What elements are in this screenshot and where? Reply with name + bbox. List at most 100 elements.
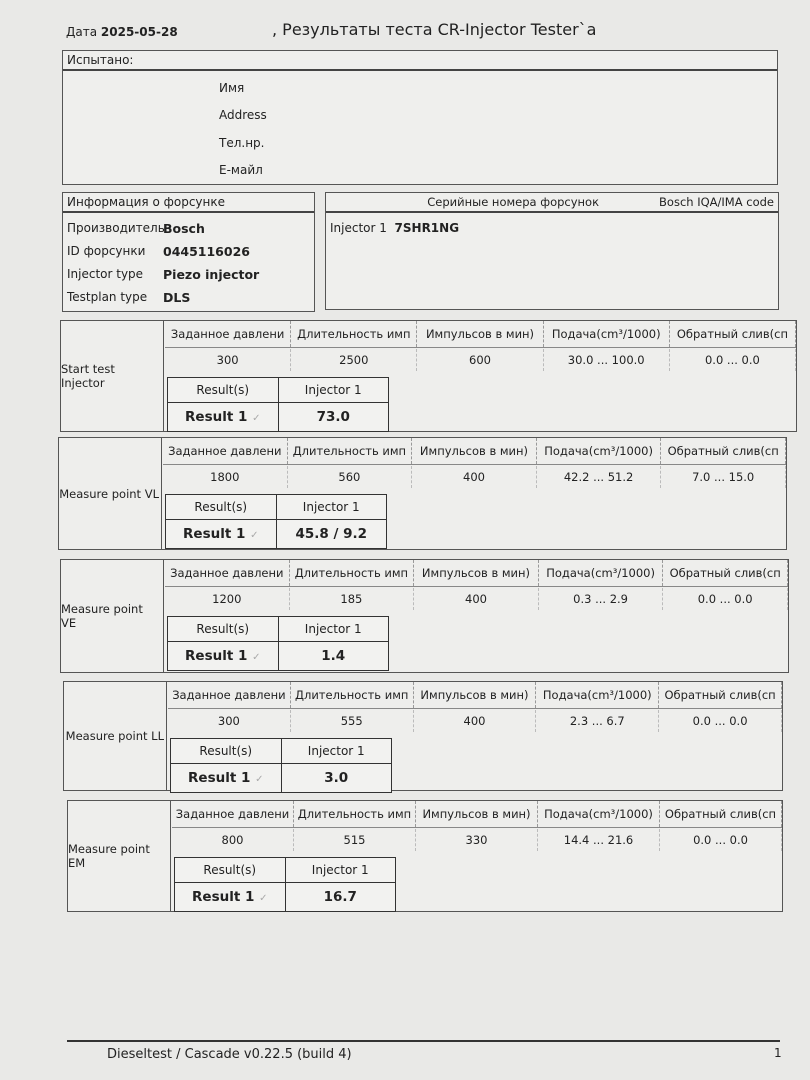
parameter-value: 0.0 ... 0.0	[670, 349, 797, 371]
parameter-value: 400	[414, 588, 539, 610]
email-field-label: E-майл	[219, 163, 263, 177]
result-label: Result 1 ✓	[165, 519, 277, 549]
result-value: 1.4	[277, 641, 389, 671]
parameter-value: 400	[412, 466, 537, 488]
parameter-value: 30.0 ... 100.0	[544, 349, 670, 371]
parameter-value: 0.0 ... 0.0	[663, 588, 788, 610]
code-heading: Bosch IQA/IMA code	[659, 195, 774, 209]
page-title: , Результаты теста CR-Injector Tester`a	[272, 20, 597, 39]
injector-info-heading: Информация о форсунке	[63, 193, 314, 213]
info-value: 0445116026	[163, 244, 250, 259]
date-value: 2025-05-28	[100, 25, 178, 39]
result-label: Result 1 ✓	[167, 641, 279, 671]
column-header: Заданное давлени	[165, 560, 290, 586]
parameter-value: 600	[417, 349, 544, 371]
result-value: 73.0	[277, 402, 389, 432]
column-header: Подача(cm³/1000)	[539, 560, 664, 586]
result-header: Result(s)	[170, 738, 282, 764]
column-header: Подача(cm³/1000)	[537, 438, 662, 464]
test-section-3: Measure point LL Заданное давлени Длительн…	[63, 681, 783, 793]
result-table: Result(s) Injector 1 Result 1 ✓ 16.7	[174, 857, 396, 912]
tested-box: Испытано: Имя Address Тел.нр. E-майл	[62, 50, 778, 185]
info-label: ID форсунки	[67, 244, 146, 258]
test-section-0: Start test Injector Заданное давлени Длите…	[60, 320, 797, 432]
parameter-value: 0.3 ... 2.9	[539, 588, 664, 610]
parameter-value: 42.2 ... 51.2	[537, 466, 662, 488]
result-table: Result(s) Injector 1 Result 1 ✓ 73.0	[167, 377, 389, 432]
result-header: Result(s)	[167, 377, 279, 403]
result-header: Result(s)	[174, 857, 286, 883]
column-header: Обратный слив(cп	[660, 801, 782, 827]
parameter-value: 330	[416, 829, 538, 851]
result-table: Result(s) Injector 1 Result 1 ✓ 3.0	[170, 738, 392, 793]
parameter-value: 400	[414, 710, 537, 732]
check-icon: ✓	[259, 893, 268, 904]
result-value: 16.7	[284, 882, 396, 912]
column-header: Обратный слив(cп	[659, 682, 782, 708]
serial-injector-code: 7SHR1NG	[394, 221, 460, 235]
injector-header: Injector 1	[277, 616, 389, 642]
name-field-label: Имя	[219, 81, 245, 95]
column-header: Длительность имп	[294, 801, 416, 827]
info-value: Piezo injector	[163, 267, 260, 282]
parameter-value: 800	[172, 829, 294, 851]
column-header: Заданное давлени	[163, 438, 288, 464]
result-value: 3.0	[280, 763, 392, 793]
test-name: Measure point VL	[59, 438, 162, 549]
column-header: Импульсов в мин)	[414, 682, 537, 708]
column-header: Заданное давлени	[168, 682, 291, 708]
column-header: Обратный слив(cп	[670, 321, 797, 347]
parameter-value: 560	[288, 466, 413, 488]
serials-box: Серийные номера форсунок Bosch IQA/IMA c…	[325, 192, 779, 310]
info-label: Производитель	[67, 221, 165, 235]
injector-header: Injector 1	[284, 857, 396, 883]
parameter-value: 7.0 ... 15.0	[661, 466, 786, 488]
parameter-headers: Заданное давлени Длительность имп Импульсо…	[172, 801, 782, 828]
software-version: Dieseltest / Cascade v0.22.5 (build 4)	[107, 1047, 352, 1062]
injector-header: Injector 1	[275, 494, 387, 520]
phone-field-label: Тел.нр.	[219, 136, 265, 150]
column-header: Обратный слив(cп	[661, 438, 786, 464]
parameter-headers: Заданное давлени Длительность имп Импульсо…	[163, 438, 786, 465]
result-label-text: Result 1	[185, 648, 248, 664]
column-header: Длительность имп	[290, 560, 415, 586]
result-label-text: Result 1	[183, 526, 246, 542]
column-header: Импульсов в мин)	[412, 438, 537, 464]
address-field-label: Address	[219, 108, 267, 122]
test-name: Measure point EM	[68, 801, 171, 911]
result-label-text: Result 1	[185, 409, 248, 425]
parameter-value: 1200	[165, 588, 290, 610]
result-label: Result 1 ✓	[167, 402, 279, 432]
serials-heading: Серийные номера форсунок	[427, 195, 600, 209]
parameter-headers: Заданное давлени Длительность имп Импульсо…	[165, 560, 788, 587]
column-header: Импульсов в мин)	[416, 801, 538, 827]
footer-divider	[67, 1040, 780, 1042]
check-icon: ✓	[252, 652, 261, 663]
page-number: 1	[774, 1046, 782, 1060]
parameter-headers: Заданное давлени Длительность имп Импульсо…	[165, 321, 797, 348]
test-section-2: Measure point VE Заданное давлени Длительн…	[60, 559, 789, 673]
result-label-text: Result 1	[188, 770, 251, 786]
date: Дата 2025-05-28	[66, 25, 178, 39]
parameter-values: 800 515 330 14.4 ... 21.6 0.0 ... 0.0	[172, 829, 782, 851]
parameter-headers: Заданное давлени Длительность имп Импульсо…	[168, 682, 782, 709]
parameter-value: 0.0 ... 0.0	[660, 829, 782, 851]
result-label: Result 1 ✓	[174, 882, 286, 912]
column-header: Подача(cm³/1000)	[538, 801, 660, 827]
info-value: Bosch	[163, 221, 205, 236]
parameter-values: 1200 185 400 0.3 ... 2.9 0.0 ... 0.0	[165, 588, 788, 610]
column-header: Подача(cm³/1000)	[544, 321, 670, 347]
result-table: Result(s) Injector 1 Result 1 ✓ 45.8 / 9.2	[165, 494, 387, 549]
result-header: Result(s)	[165, 494, 277, 520]
parameter-value: 300	[168, 710, 291, 732]
info-label: Injector type	[67, 267, 144, 281]
column-header: Заданное давлени	[172, 801, 294, 827]
result-header: Result(s)	[167, 616, 279, 642]
column-header: Длительность имп	[291, 321, 418, 347]
injector-info-box: Информация о форсунке Производитель Bosch…	[62, 192, 315, 312]
serial-row: Injector 1 7SHR1NG	[330, 221, 459, 235]
check-icon: ✓	[255, 774, 264, 785]
test-name: Measure point VE	[61, 560, 164, 672]
parameter-value: 0.0 ... 0.0	[659, 710, 782, 732]
parameter-value: 300	[165, 349, 292, 371]
